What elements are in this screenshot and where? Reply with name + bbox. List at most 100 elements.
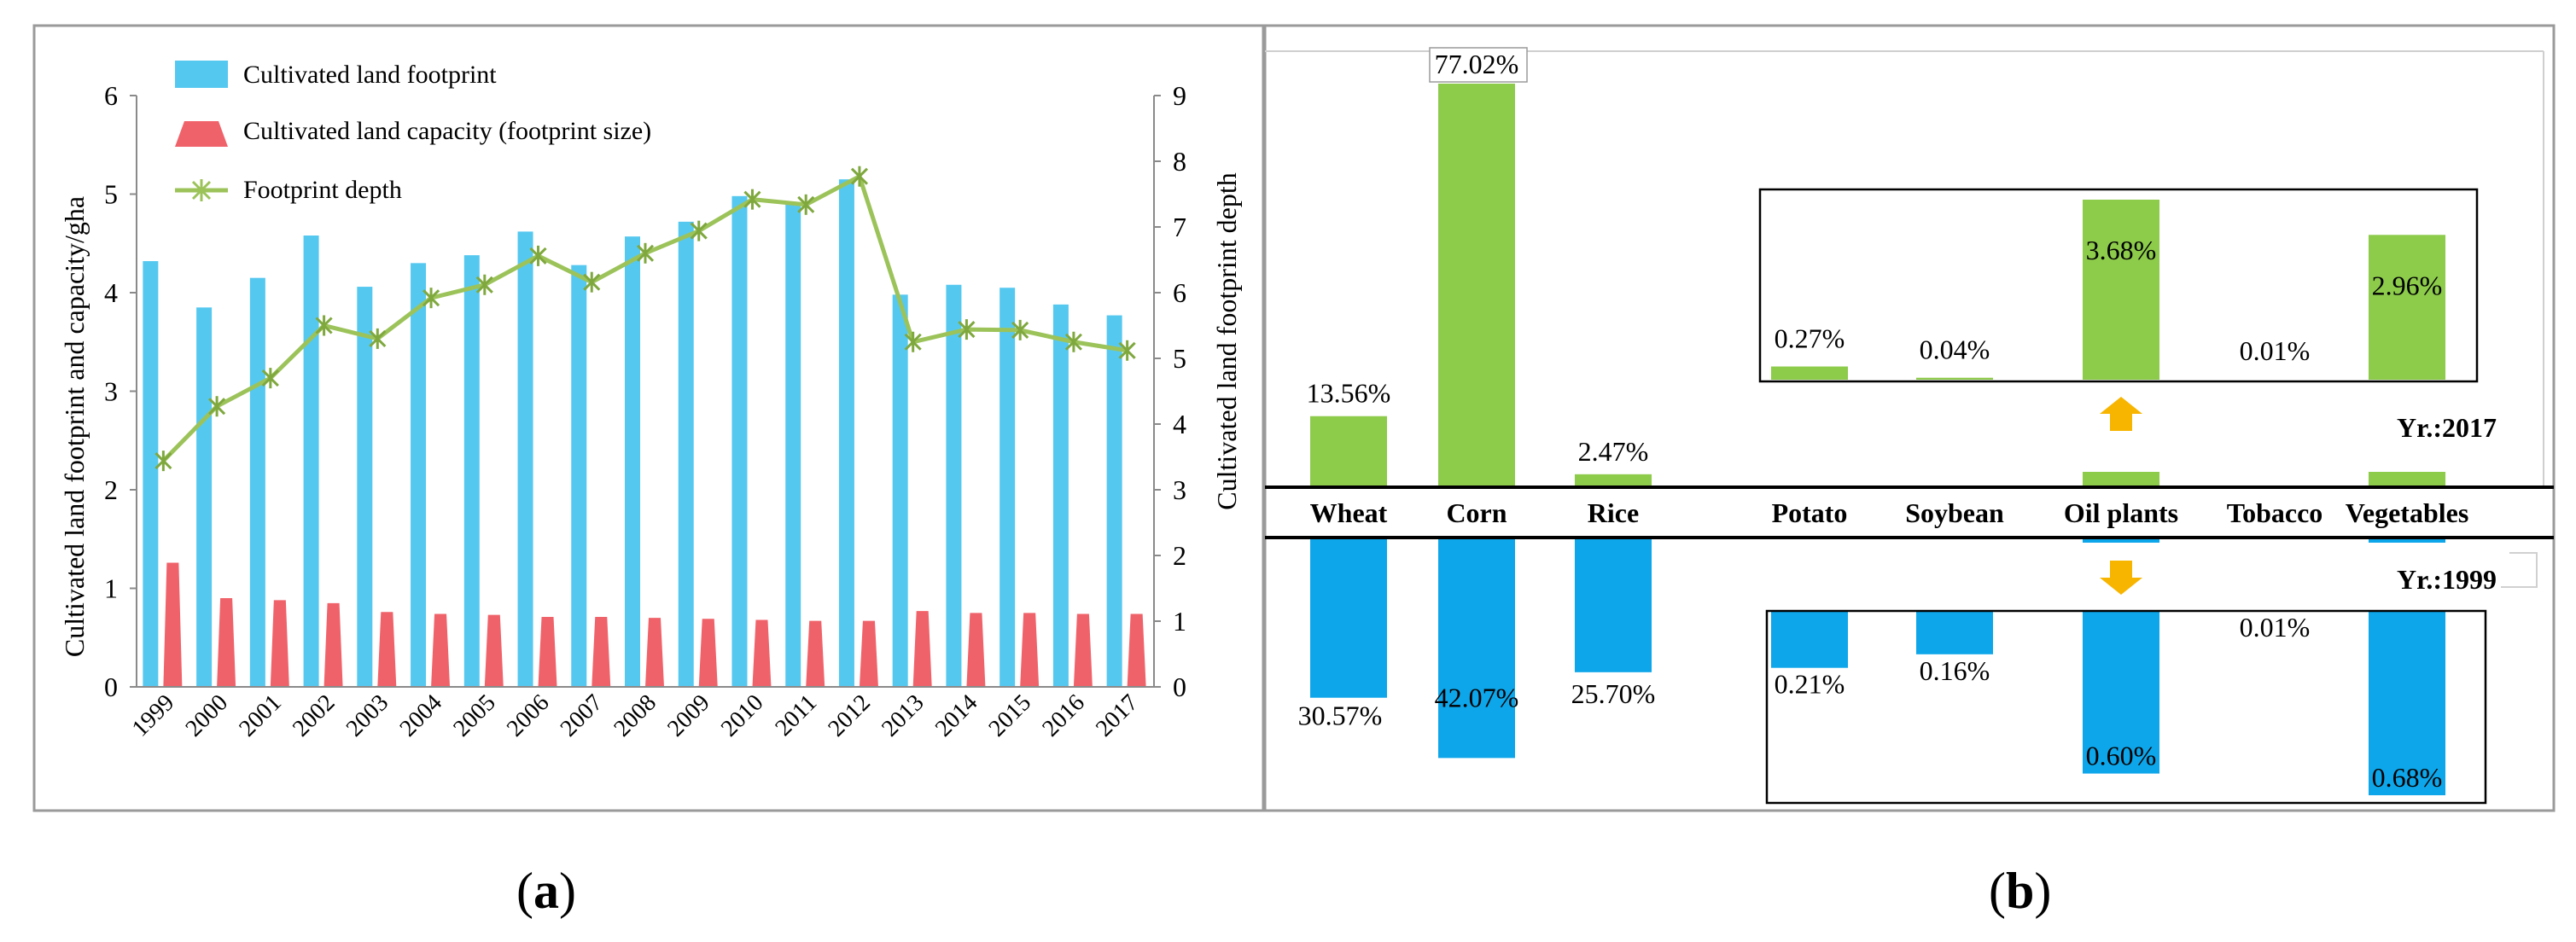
data-label-2017: 3.68%	[2086, 235, 2157, 265]
marker-footprint-depth	[690, 220, 708, 241]
x-tick-label: 2006	[502, 689, 555, 742]
bar-capacity	[1127, 613, 1146, 687]
marker-footprint-depth	[154, 451, 172, 472]
category-label: Potato	[1772, 497, 1848, 528]
y-left-tick-label: 6	[104, 80, 118, 111]
legend-label-capacity: Cultivated land capacity (footprint size…	[243, 117, 651, 145]
bar-2017-stub	[2083, 472, 2159, 487]
marker-footprint-depth	[1011, 319, 1029, 340]
legend-swatch-depth-marker	[191, 179, 212, 201]
bar-footprint	[892, 294, 908, 687]
data-label-1999: 0.16%	[1920, 655, 1990, 686]
legend-label-depth: Footprint depth	[243, 176, 402, 204]
bar-footprint	[196, 307, 213, 687]
bar-footprint	[625, 236, 640, 687]
marker-footprint-depth	[636, 242, 655, 264]
bar-2017	[1310, 416, 1387, 487]
marker-footprint-depth	[1064, 331, 1082, 352]
year-label-1999: Yr.:1999	[2397, 564, 2497, 595]
data-label-1999: 0.60%	[2086, 741, 2157, 771]
bar-footprint	[1106, 315, 1122, 687]
marker-footprint-depth	[904, 331, 922, 352]
panel-b-chart: 13.56% 30.57% 77.02% 42.07% 2.47% 25.70% 0.27%…	[1263, 24, 2556, 812]
bar-1999	[2369, 611, 2445, 795]
y-left-tick-label: 3	[104, 376, 118, 407]
x-tick-label: 2005	[448, 689, 501, 742]
inset-frame-2017	[1758, 188, 2479, 383]
data-label-1999: 0.21%	[1775, 669, 1845, 700]
arrow-up-icon	[2100, 397, 2142, 431]
bar-1999	[1310, 538, 1387, 698]
bar-capacity	[966, 613, 986, 687]
bar-footprint	[303, 236, 319, 687]
bar-1999	[1771, 611, 1848, 668]
data-label-2017: 2.96%	[2372, 270, 2443, 300]
bar-2017	[1771, 366, 1848, 380]
x-tick-label: 2007	[556, 689, 609, 742]
y-right-tick-label: 4	[1173, 409, 1186, 439]
bar-footprint	[1052, 304, 1069, 687]
bar-capacity	[752, 619, 772, 687]
y-right-tick-label: 9	[1173, 80, 1186, 111]
x-tick-label: 2002	[288, 689, 341, 742]
bar-capacity	[217, 598, 236, 687]
data-label-1999: 25.70%	[1571, 678, 1656, 709]
legend-swatch-footprint	[175, 61, 228, 88]
x-tick-label: 2013	[877, 689, 930, 742]
x-tick-label: 2012	[823, 689, 876, 742]
y-left-tick-label: 5	[104, 179, 118, 210]
bar-capacity	[806, 620, 825, 687]
y-right-tick-label: 1	[1173, 606, 1186, 637]
arrow-down-icon	[2100, 561, 2142, 595]
y-right-tick-label: 6	[1173, 277, 1186, 308]
data-label-1999: 0.68%	[2372, 762, 2443, 793]
marker-footprint-depth	[422, 288, 440, 309]
bar-2017	[1438, 84, 1515, 487]
marker-footprint-depth	[315, 315, 333, 336]
bar-1999	[1438, 538, 1515, 759]
x-tick-label: 2001	[234, 689, 287, 742]
legend: Cultivated land footprint Cultivated lan…	[175, 61, 651, 204]
y-axis-left-label: Cultivated land footprint and capacity/g…	[59, 196, 90, 657]
data-label-1999: 0.01%	[2240, 612, 2311, 643]
category-label: Oil plants	[2064, 497, 2178, 528]
marker-footprint-depth	[1118, 340, 1136, 361]
bar-footprint	[411, 263, 427, 687]
data-label-1999: 30.57%	[1298, 701, 1383, 731]
category-label: Wheat	[1310, 497, 1388, 528]
marker-footprint-depth	[261, 368, 279, 389]
bar-footprint	[143, 261, 159, 687]
bar-2017	[1575, 474, 1652, 487]
category-label: Rice	[1588, 497, 1639, 528]
y-left-tick-label: 2	[104, 474, 118, 505]
bar-footprint	[571, 265, 587, 687]
x-tick-label: 2000	[181, 689, 234, 742]
panel-a-frame	[32, 24, 1265, 812]
data-label-2017: 0.27%	[1775, 323, 1845, 354]
inset-frame-1999	[1765, 609, 2487, 805]
bar-2017	[2083, 200, 2159, 380]
category-label: Soybean	[1905, 497, 2004, 528]
bar-2017	[2369, 235, 2445, 380]
y-right-tick-label: 0	[1173, 672, 1186, 702]
bar-1999	[1575, 538, 1652, 672]
x-tick-label: 2014	[930, 689, 983, 742]
bar-capacity	[859, 620, 878, 687]
bar-1999-stub	[2369, 538, 2445, 543]
year-label-1999-box	[2501, 552, 2538, 588]
marker-footprint-depth	[583, 271, 601, 293]
category-label: Tobacco	[2227, 497, 2323, 528]
marker-footprint-depth	[797, 194, 815, 215]
bar-footprint	[731, 195, 748, 687]
caption-b: (b)	[1989, 863, 2052, 919]
y-right-tick-label: 5	[1173, 343, 1186, 374]
bar-capacity	[1020, 613, 1040, 687]
year-label-2017: Yr.:2017	[2397, 412, 2497, 443]
bar-capacity	[163, 562, 183, 687]
x-tick-label: 2008	[609, 689, 661, 742]
bar-footprint	[838, 179, 854, 688]
bar-capacity	[698, 619, 718, 687]
caption-b-letter: b	[2005, 863, 2035, 919]
bar-footprint	[357, 287, 373, 687]
